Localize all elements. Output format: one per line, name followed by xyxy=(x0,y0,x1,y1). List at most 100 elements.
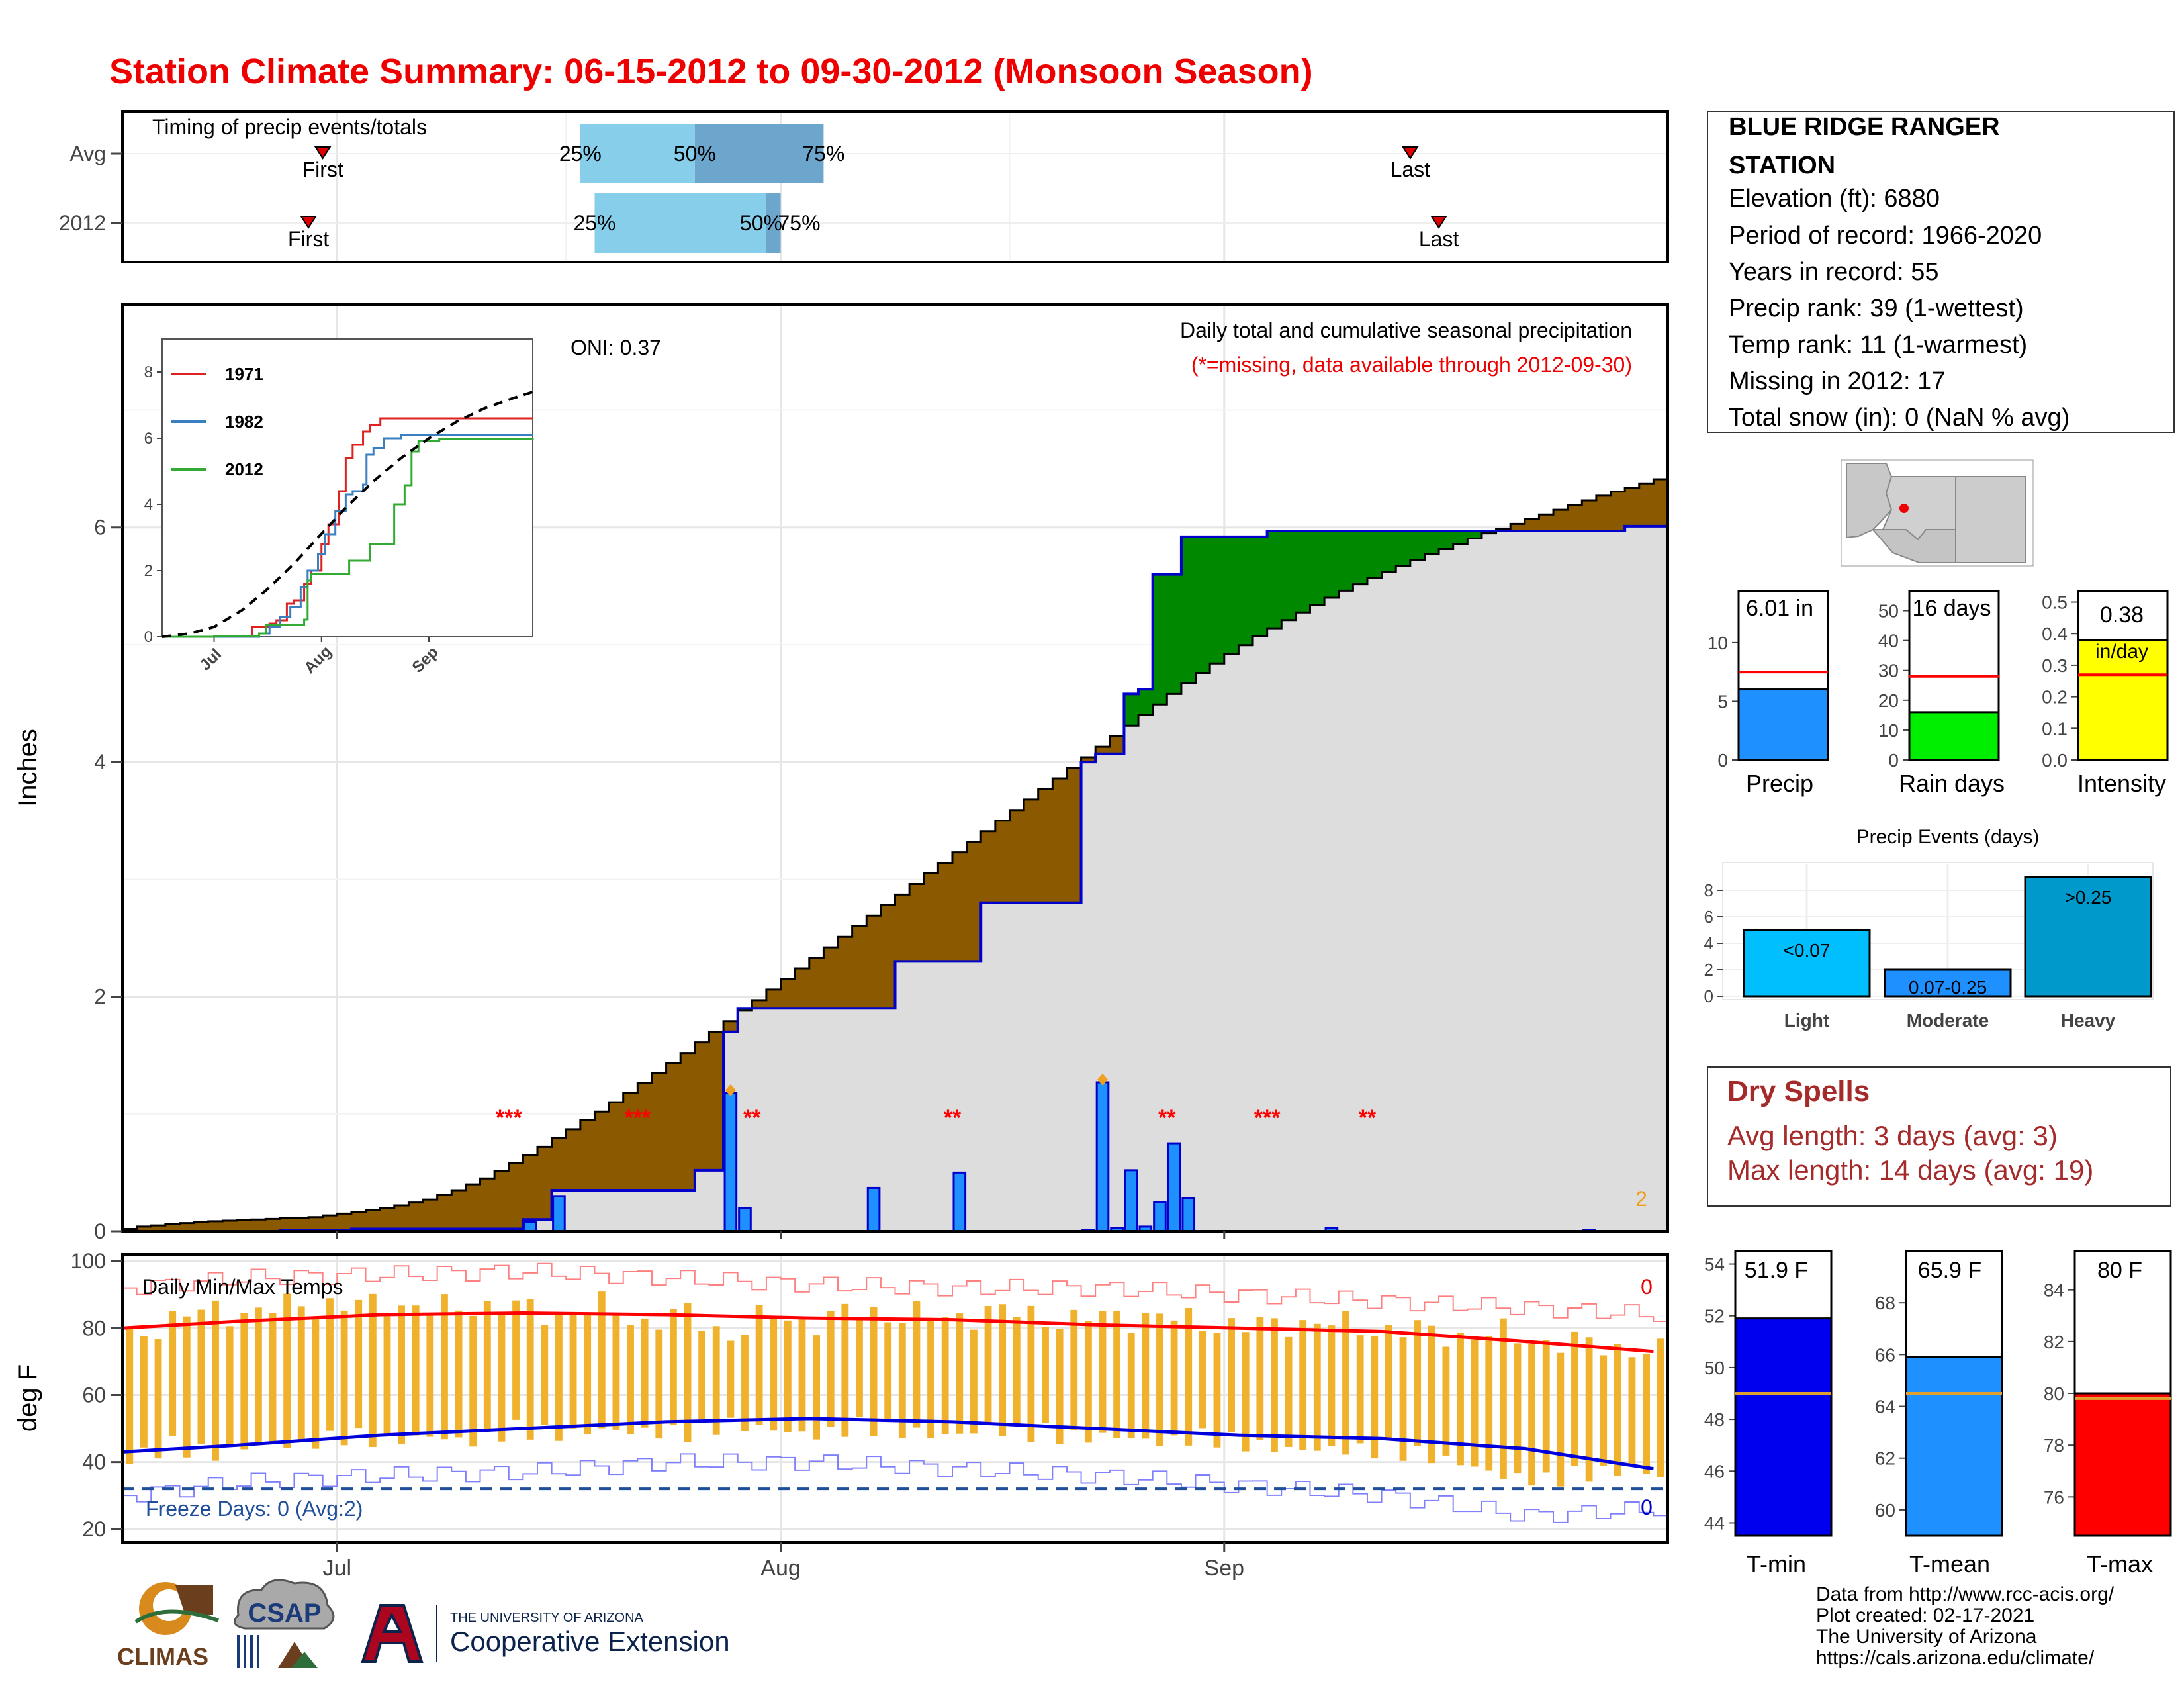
inset-legend-label-1971: 1971 xyxy=(225,364,263,384)
timing-2012-first-label: First xyxy=(288,227,329,251)
temp-ytick-label: 100 xyxy=(71,1249,106,1273)
temp-daily-range-bar xyxy=(612,1314,620,1430)
temp-daily-range-bar xyxy=(441,1294,448,1440)
precip-missing-mark: *** xyxy=(624,1105,651,1131)
temp-daily-range-bar xyxy=(212,1300,219,1461)
precip-daily-bar xyxy=(1095,1081,1110,1233)
temp-daily-range-bar xyxy=(698,1331,706,1420)
station-location-map xyxy=(1841,459,2034,567)
inset-series-2012 xyxy=(162,438,534,638)
temp-daily-range-bar xyxy=(712,1326,720,1435)
climas-logo: CLIMAS xyxy=(117,1582,219,1670)
temp-daily-range-bar xyxy=(1113,1311,1121,1438)
precip-summary-label: Precip xyxy=(1746,770,1813,797)
dry-spells-max: Max length: 14 days (avg: 19) xyxy=(1727,1154,2093,1186)
timing-y2012-bar-50-75 xyxy=(766,193,781,253)
temp-daily-range-bar xyxy=(1399,1337,1407,1461)
summary-ytick-label: 68 xyxy=(1875,1293,1895,1313)
station-period: Period of record: 1966-2020 xyxy=(1729,222,2042,250)
temp-daily-range-bar xyxy=(1614,1343,1621,1476)
tmax-summary-label: T-max xyxy=(2087,1550,2153,1577)
timing-avg-first-marker xyxy=(314,146,332,160)
summary-ytick-label: 54 xyxy=(1704,1254,1725,1275)
temp-daily-range-bar xyxy=(684,1303,692,1442)
station-info-box: BLUE RIDGE RANGER STATION Elevation (ft)… xyxy=(1707,111,2175,433)
intensity-summary-label: Intensity xyxy=(2077,770,2166,797)
timing-avg-p25-label: 25% xyxy=(559,142,602,165)
events-ytick-label: 8 xyxy=(1704,880,1713,900)
temp-daily-range-bar xyxy=(254,1307,262,1442)
temp-daily-range-bar xyxy=(197,1309,205,1444)
precip-extra-count: 2 xyxy=(1635,1187,1647,1211)
temp-daily-range-bar xyxy=(956,1313,964,1434)
tmean-summary-chart: 60 62 64 66 68 xyxy=(1875,1250,2003,1537)
station-temp-rank: Temp rank: 11 (1-warmest) xyxy=(1729,331,2027,359)
temp-daily-range-bar xyxy=(1185,1307,1193,1446)
temp-daily-range-bar xyxy=(1070,1309,1078,1430)
temp-daily-range-bar xyxy=(627,1325,634,1434)
temp-daily-range-bar xyxy=(1099,1311,1107,1433)
timing-panel: Timing of precip events/totals Avg 2012 … xyxy=(59,110,1669,263)
temp-daily-range-bar xyxy=(1485,1335,1493,1471)
precip-missing-mark: ** xyxy=(743,1105,761,1131)
timing-2012-last-label: Last xyxy=(1419,227,1459,251)
inset-series-1982 xyxy=(162,434,533,638)
events-ytick-label: 0 xyxy=(1704,986,1713,1006)
timing-row-avg-label: Avg xyxy=(69,142,106,165)
precip-diamond-marker xyxy=(725,1084,736,1096)
temp-daily-range-bar xyxy=(1242,1332,1250,1452)
temp-daily-range-bar xyxy=(1042,1327,1049,1423)
summary-ytick-label: 0.5 xyxy=(2042,592,2068,613)
temp-daily-range-bar xyxy=(312,1316,320,1449)
events-bar-moderate xyxy=(1884,968,2012,998)
station-elevation: Elevation (ft): 6880 xyxy=(1729,185,1940,212)
precip-daily-bar xyxy=(723,1092,738,1233)
precip-daily-bar xyxy=(738,1207,752,1233)
temp-daily-range-bar xyxy=(827,1311,835,1427)
summary-ytick-label: 0 xyxy=(1888,750,1899,771)
summary-ytick-label: 64 xyxy=(1875,1397,1895,1417)
temp-daily-range-bar xyxy=(1271,1318,1278,1452)
precip-y-axis-label: Inches xyxy=(13,729,42,807)
station-snow: Total snow (in): 0 (NaN % avg) xyxy=(1729,404,2070,432)
summary-value-bar xyxy=(1905,1356,2003,1537)
temp-daily-range-bar xyxy=(398,1305,406,1444)
summary-value-bar xyxy=(1737,688,1829,761)
temp-daily-range-bar xyxy=(455,1310,463,1438)
temp-daily-range-bar xyxy=(755,1305,763,1425)
tmax-summary-value: 80 F xyxy=(2097,1258,2142,1283)
temp-daily-range-bar xyxy=(941,1317,949,1434)
precip-ytick-label: 6 xyxy=(94,516,106,539)
temp-daily-range-bar xyxy=(526,1299,534,1440)
temp-daily-range-bar xyxy=(1442,1346,1450,1456)
temp-daily-range-bar xyxy=(884,1322,892,1421)
footer-source-line3: The University of Arizona xyxy=(1816,1626,2037,1648)
temp-daily-range-bar xyxy=(1142,1313,1150,1439)
temp-xtick-label: Aug xyxy=(760,1556,801,1581)
temp-daily-range-bar xyxy=(841,1303,849,1437)
summary-ytick-label: 40 xyxy=(1878,631,1899,651)
summary-ytick-label: 52 xyxy=(1704,1306,1725,1327)
inset-legend-label-1982: 1982 xyxy=(225,412,263,432)
summary-value-bar xyxy=(2077,639,2169,761)
temp-daily-range-bar xyxy=(870,1307,878,1436)
timing-avg-p50-label: 50% xyxy=(674,142,716,165)
temp-daily-range-bar xyxy=(1256,1317,1264,1440)
inset-legend-label-2012: 2012 xyxy=(225,459,263,479)
timing-avg-last-marker xyxy=(1401,146,1419,160)
footer-source-line1: Data from http://www.rcc-acis.org/ xyxy=(1816,1583,2115,1605)
timing-avg-first-label: First xyxy=(302,158,343,181)
precip-overlap-area xyxy=(122,526,1668,1231)
temp-daily-range-bar xyxy=(283,1293,291,1448)
temp-daily-range-bar xyxy=(1514,1343,1522,1474)
precip-daily-bar xyxy=(952,1171,967,1233)
temp-record-max-line xyxy=(122,1262,1668,1322)
summary-ytick-label: 10 xyxy=(1707,633,1728,653)
temp-ytick-label: 40 xyxy=(82,1450,106,1474)
inset-ytick-label: 0 xyxy=(144,628,153,646)
precip-ytick-label: 4 xyxy=(94,750,106,774)
tmin-summary-chart: 44 46 48 50 52 54 xyxy=(1704,1250,1833,1537)
summary-ytick-label: 48 xyxy=(1704,1409,1725,1430)
station-precip-rank: Precip rank: 39 (1-wettest) xyxy=(1729,295,2024,322)
temp-daily-range-bar xyxy=(240,1313,248,1450)
